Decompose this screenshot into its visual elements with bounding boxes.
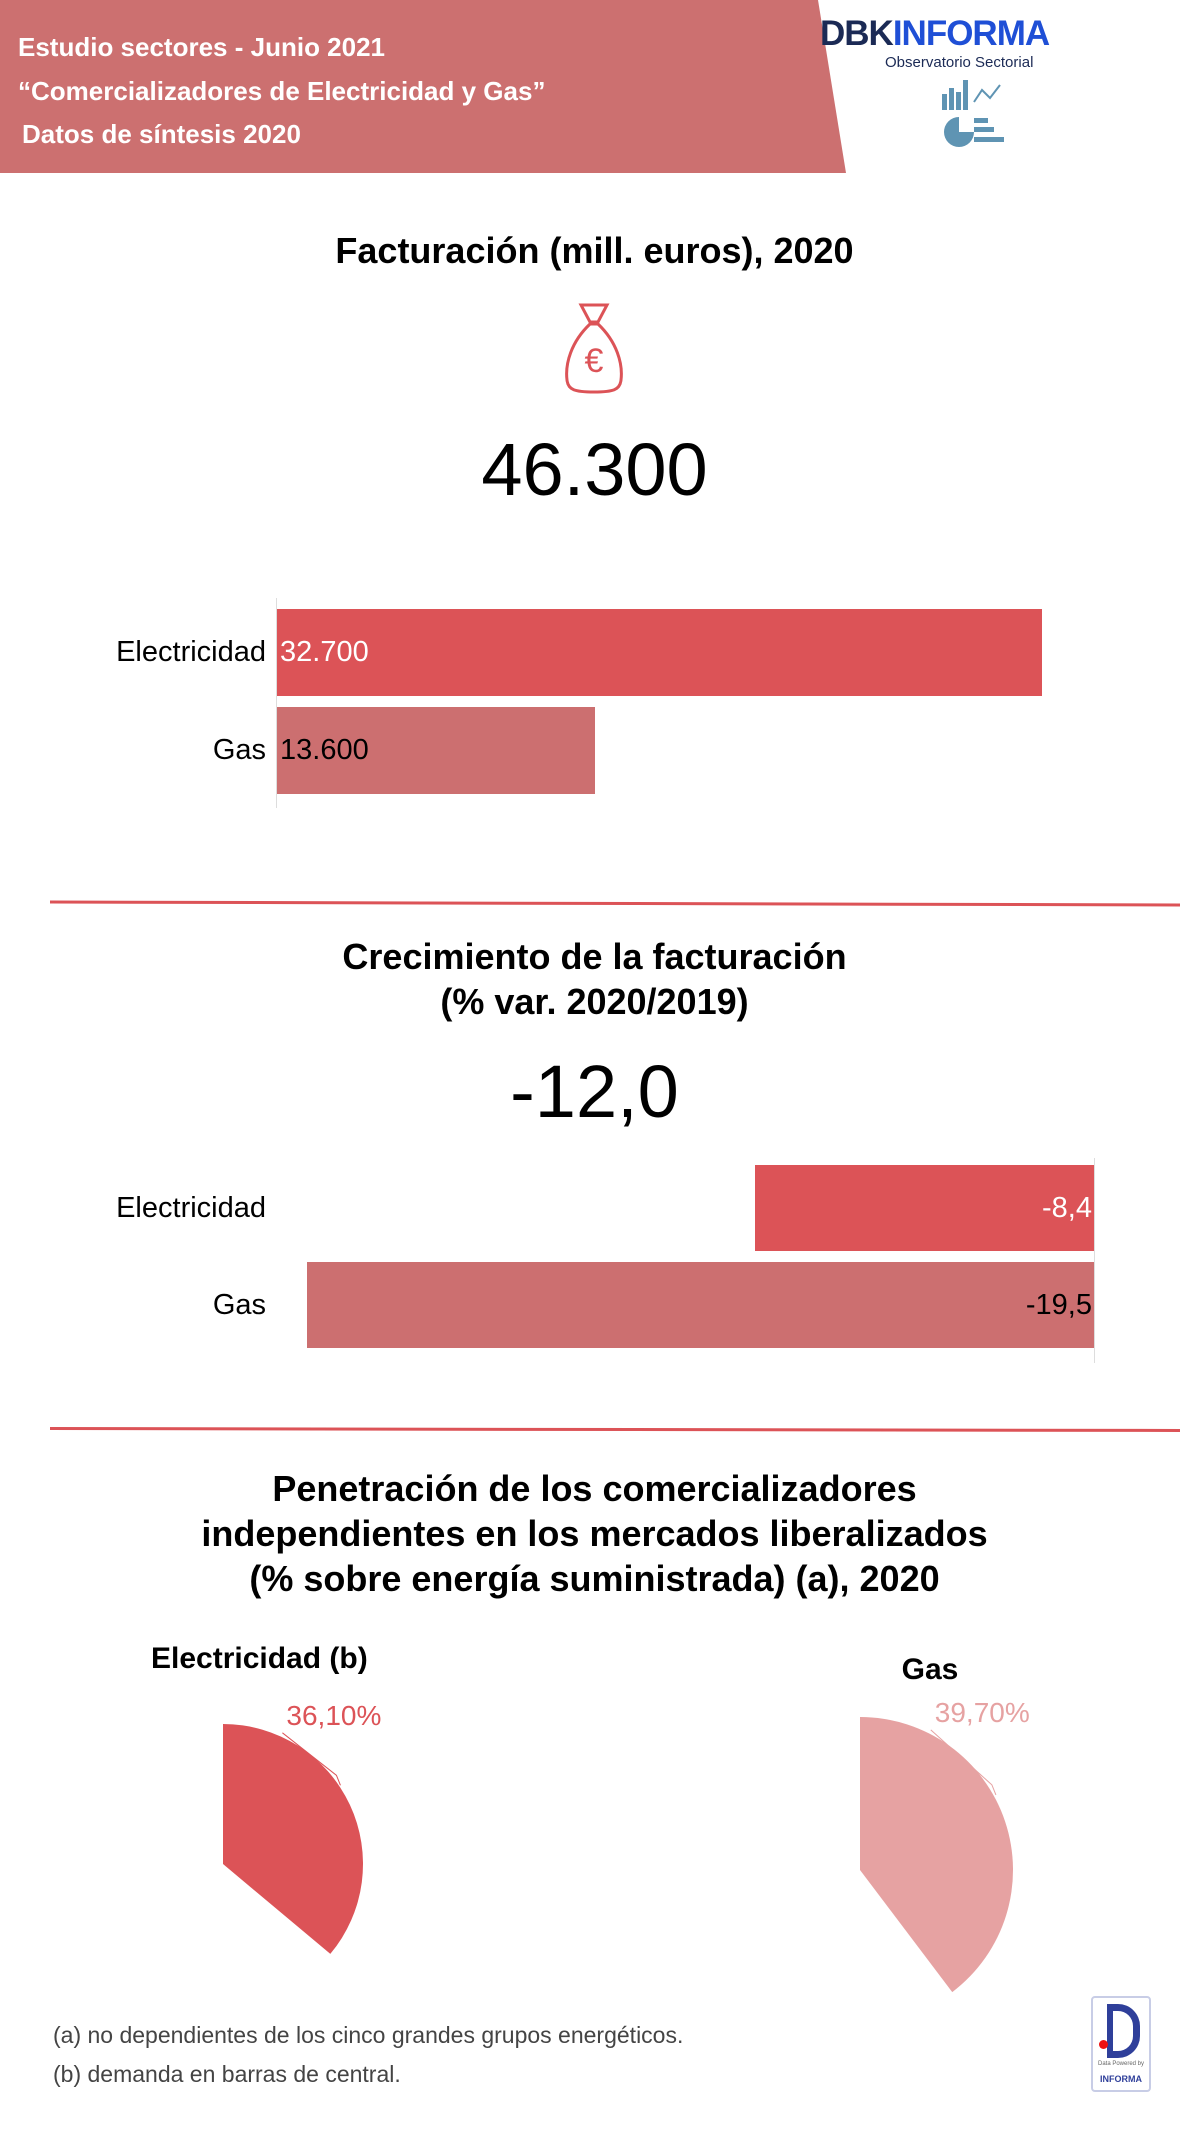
section1-title: Facturación (mill. euros), 2020 <box>335 230 854 271</box>
chart1-bar <box>277 609 1042 696</box>
chart2-value-label: -8,4 <box>1042 1192 1092 1224</box>
chart1-axis <box>276 598 277 808</box>
pie-value-label: 39,70% <box>935 1697 1030 1728</box>
svg-text:€: € <box>585 342 604 380</box>
pie-title-electricidad: Electricidad (b) <box>151 1642 368 1675</box>
header-line-3: Datos de síntesis 2020 <box>22 119 301 149</box>
pie-value-label: 36,10% <box>286 1700 381 1731</box>
footnote-b: (b) demanda en barras de central. <box>53 2061 401 2087</box>
chart1-category-label: Electricidad <box>116 636 266 668</box>
header-band <box>0 0 846 173</box>
section-divider <box>49 900 1181 907</box>
header-line-1: Estudio sectores - Junio 2021 <box>18 32 386 62</box>
badge-small-text: Data Powered by <box>1097 2061 1145 2067</box>
pie-title-gas: Gas <box>901 1653 959 1686</box>
penetracion-pie-charts: 36,10% 39,70% <box>223 1697 1030 1993</box>
money-bag-euro-icon: € <box>565 303 623 394</box>
pie-chart-icon <box>944 117 974 147</box>
section-divider <box>49 1427 1181 1432</box>
pie-slice <box>223 1724 363 1954</box>
logo-informa: INFORMA <box>892 14 1050 53</box>
line-chart-icon <box>973 84 1001 103</box>
pie-slice <box>860 1717 1013 1993</box>
badge-brand: INFORMA <box>1100 2074 1142 2084</box>
chart-icons <box>942 80 1004 147</box>
informa-badge: Data Powered by INFORMA <box>1091 1996 1151 2092</box>
crecimiento-total: -12,0 <box>510 1050 679 1133</box>
section3-title-line3: (% sobre energía suministrada) (a), 2020 <box>249 1558 940 1599</box>
footnote-a: (a) no dependientes de los cinco grandes… <box>53 2022 684 2048</box>
chart1-value-label: 32.700 <box>280 636 369 668</box>
pie-leader-line <box>930 1729 997 1796</box>
bar-chart-icon <box>942 80 968 110</box>
chart1-category-label: Gas <box>212 734 266 766</box>
section3-title-line1: Penetración de los comercializadores <box>272 1468 917 1509</box>
chart2-bar <box>754 1165 1094 1251</box>
facturacion-total: 46.300 <box>481 428 708 511</box>
chart2-category-label: Gas <box>212 1289 266 1321</box>
list-icon <box>974 118 1004 142</box>
logo-dbk: DBK <box>820 14 894 53</box>
chart1-value-label: 13.600 <box>280 734 369 766</box>
chart1-bar <box>277 707 596 794</box>
red-dot-icon <box>1099 2040 1108 2049</box>
d-logo-icon <box>1107 2004 1140 2058</box>
chart2-value-label: -19,5 <box>1025 1289 1092 1321</box>
chart2-bar <box>307 1262 1094 1348</box>
section2-title-line2: (% var. 2020/2019) <box>440 981 749 1022</box>
pie-leader-line <box>282 1732 341 1786</box>
logo-subtitle: Observatorio Sectorial <box>885 54 1034 71</box>
chart2-axis <box>1094 1158 1095 1363</box>
dbk-informa-logo: DBKINFORMA <box>820 14 1050 53</box>
section3-title-line2: independientes en los mercados liberaliz… <box>201 1513 988 1554</box>
header-line-2: “Comercializadores de Electricidad y Gas… <box>18 76 546 106</box>
chart2-category-label: Electricidad <box>116 1192 266 1224</box>
section2-title-line1: Crecimiento de la facturación <box>342 936 847 977</box>
